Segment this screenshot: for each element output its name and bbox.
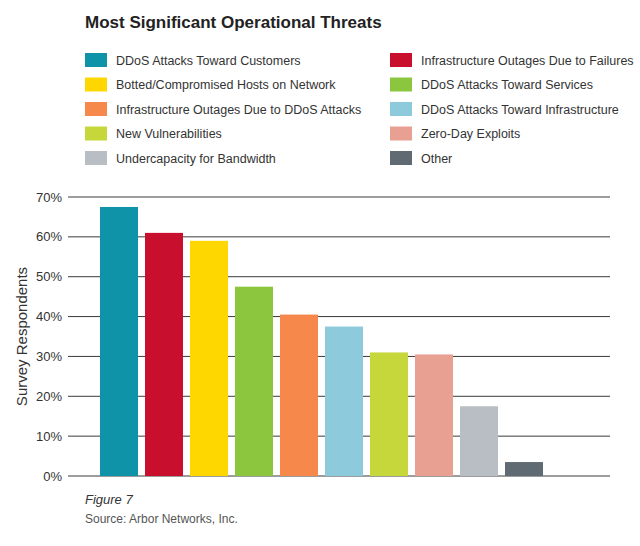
tick-label: 70% xyxy=(36,190,62,205)
bar xyxy=(325,327,363,476)
bar xyxy=(280,315,318,476)
tick-label: 10% xyxy=(36,429,62,444)
bar xyxy=(145,233,183,476)
legend-label: Other xyxy=(421,152,452,166)
tick-label: 30% xyxy=(36,349,62,364)
chart: Most Significant Operational Threats DDoS… xyxy=(0,0,640,546)
legend-label: Undercapacity for Bandwidth xyxy=(116,152,276,166)
bar xyxy=(190,241,228,476)
bar xyxy=(415,354,453,476)
legend-swatch xyxy=(390,127,412,141)
legend-swatch xyxy=(390,53,412,67)
y-axis-label: Survey Respondents xyxy=(13,267,30,406)
legend-label: Zero-Day Exploits xyxy=(421,127,520,141)
legend-swatch xyxy=(85,53,107,67)
legend: DDoS Attacks Toward Customers Infrastruct… xyxy=(85,53,634,166)
tick-label: 20% xyxy=(36,389,62,404)
grid-line xyxy=(68,197,610,198)
tick-label: 0% xyxy=(43,469,62,484)
bar xyxy=(460,406,498,476)
tick-label: 50% xyxy=(36,269,62,284)
legend-label: Botted/Compromised Hosts on Network xyxy=(116,78,336,92)
bars xyxy=(100,207,543,476)
title: Most Significant Operational Threats xyxy=(85,13,382,32)
legend-swatch xyxy=(85,151,107,165)
legend-label: DDoS Attacks Toward Customers xyxy=(116,54,301,68)
bar xyxy=(505,462,543,476)
tick-label: 40% xyxy=(36,309,62,324)
legend-label: Infrastructure Outages Due to DDoS Attac… xyxy=(116,103,361,117)
bar xyxy=(370,352,408,476)
annotation: Figure 7 xyxy=(85,492,133,507)
legend-label: DDoS Attacks Toward Services xyxy=(421,78,593,92)
legend-label: Infrastructure Outages Due to Failures xyxy=(421,54,634,68)
tick-label: 60% xyxy=(36,229,62,244)
annotation: Source: Arbor Networks, Inc. xyxy=(85,512,238,526)
legend-swatch xyxy=(85,78,107,92)
legend-label: DDoS Attacks Toward Infrastructure xyxy=(421,103,619,117)
legend-swatch xyxy=(85,102,107,116)
legend-swatch xyxy=(390,151,412,165)
bar xyxy=(235,287,273,476)
legend-swatch xyxy=(390,102,412,116)
bar xyxy=(100,207,138,476)
legend-swatch xyxy=(390,78,412,92)
y-axis: 0% 10% 20% 30% 40% 50% 60% 70% xyxy=(36,190,610,484)
legend-label: New Vulnerabilities xyxy=(116,127,222,141)
legend-swatch xyxy=(85,127,107,141)
